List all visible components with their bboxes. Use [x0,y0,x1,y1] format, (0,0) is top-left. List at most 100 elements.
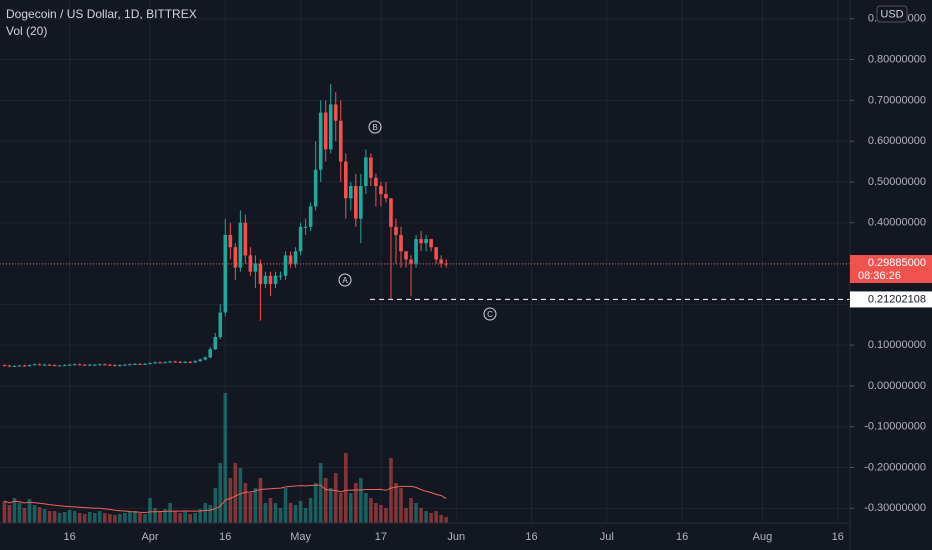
y-tick-label: 0.40000000 [868,217,926,229]
volume-bar [42,509,47,523]
candle-body [7,365,12,367]
volume-bar [22,508,27,523]
candle-body [318,112,323,170]
x-tick-label: 16 [676,531,688,543]
volume-bar [384,508,388,523]
candle-body [263,275,268,284]
candle-body [138,363,142,365]
volume-bar [303,508,308,523]
candle-body [108,364,112,366]
x-tick-label: 16 [64,531,76,543]
candle-body [409,259,413,264]
annotation-label: B [372,123,377,132]
candle-body [168,361,172,363]
candle-body [313,169,318,207]
volume-bar [213,488,218,523]
candle-body [434,247,438,260]
candle-body [278,275,283,277]
volume-bar [389,458,393,523]
candle-body [153,362,157,364]
candle-body [113,365,117,367]
candle-body [429,239,433,248]
volume-bar [258,478,263,523]
volume-bar [203,503,208,523]
candle-body [173,361,177,363]
candle-body [213,336,218,350]
candle-body [258,263,263,284]
volume-bar [223,393,228,523]
volume-bar [364,493,368,523]
volume-bar [27,499,32,523]
volume-bar [118,514,122,523]
candle-body [328,104,333,150]
horizontal-line-label: 0.21202108 [868,293,926,305]
candle-body [268,275,273,284]
y-tick-label: -0.20000000 [864,461,926,473]
candle-body [62,365,67,367]
volume-bar [414,503,418,523]
volume-bar [318,463,323,523]
candle-body [338,120,343,162]
volume-bar [444,517,448,523]
volume-bar [108,514,112,523]
candle-body [343,161,348,199]
volume-bar [198,509,202,523]
candle-body [394,226,398,235]
volume-bar [218,463,223,523]
volume-bar [123,513,127,523]
candle-body [2,365,7,367]
volume-bar [434,511,438,523]
volume-bar [283,488,288,523]
candle-body [384,194,388,199]
volume-bar [369,498,373,523]
last-price-label: 0.29885000 [868,257,926,269]
candle-body [444,263,448,265]
candle-body [364,157,368,187]
volume-bar [268,498,273,523]
currency-badge[interactable] [876,5,908,23]
annotation-circle [368,120,382,134]
candle-body [67,364,72,366]
candle-body [158,362,162,364]
candle-body [77,364,82,366]
annotation-label: A [342,276,348,285]
candle-body [354,186,358,219]
volume-bar [243,483,248,523]
candle-body [303,226,308,228]
candle-body [92,364,97,366]
candle-body [133,363,137,365]
candle-body [47,364,52,366]
candle-body [143,363,147,365]
candle-body [404,251,408,260]
y-tick-label: 0.80000000 [868,53,926,65]
candle-body [178,361,182,363]
y-tick-label: 0.10000000 [868,339,926,351]
x-tick-label: Jun [447,531,465,543]
x-tick-label: 16 [832,531,844,543]
candle-body [218,312,223,337]
candle-body [103,364,107,366]
candle-body [308,206,313,227]
volume-bar [333,473,338,523]
volume-bar [168,503,172,523]
chart-title: Dogecoin / US Dollar, 1D, BITTREX [6,7,197,21]
candle-body [82,364,87,366]
candle-body [379,186,383,195]
volume-bar [72,511,77,523]
candle-body [57,365,62,367]
candle-body [248,255,253,272]
candle-body [389,198,393,227]
volume-bar [163,509,167,523]
candles [2,84,850,368]
volume-bar [328,488,333,523]
candle-body [128,364,132,366]
candle-body [42,364,47,366]
x-tick-label: May [290,531,311,543]
candle-body [87,364,92,366]
candle-body [22,365,27,367]
volume-bar [92,513,97,523]
volume-bar [273,503,278,523]
candle-body [283,255,288,276]
volume-bar [308,498,313,523]
